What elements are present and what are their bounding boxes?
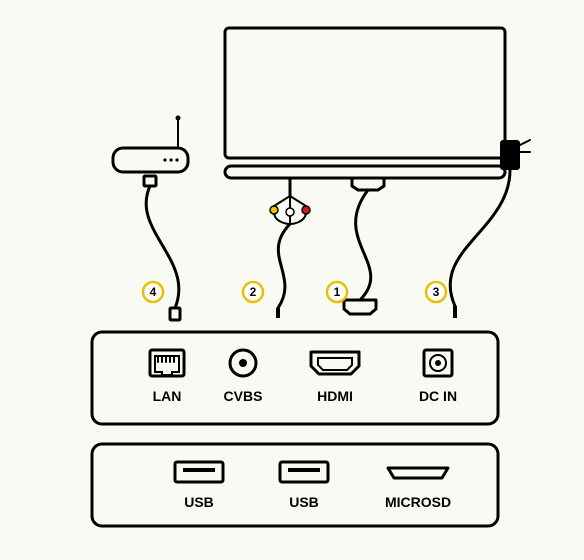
svg-text:3: 3 — [433, 285, 440, 299]
svg-text:1: 1 — [334, 285, 341, 299]
badge-3: 3 — [426, 282, 446, 302]
router-icon — [113, 116, 188, 173]
badge-2: 2 — [243, 282, 263, 302]
back-panel — [92, 332, 498, 424]
cvbs-port-icon — [230, 350, 256, 376]
power-adapter-icon — [500, 140, 530, 170]
hdmi-cable — [344, 178, 384, 314]
front-panel — [92, 444, 498, 526]
usb2-label: USB — [289, 494, 319, 510]
svg-text:4: 4 — [150, 285, 157, 299]
cvbs-label: CVBS — [224, 388, 263, 404]
badge-1: 1 — [327, 282, 347, 302]
microsd-label: MICROSD — [385, 494, 451, 510]
badge-4: 4 — [143, 282, 163, 302]
lan-label: LAN — [153, 388, 182, 404]
dcin-port-icon — [424, 350, 452, 376]
tv-stand — [225, 166, 505, 178]
dcin-label: DC IN — [419, 388, 457, 404]
hdmi-label: HDMI — [317, 388, 353, 404]
cvbs-cable — [270, 178, 310, 318]
svg-text:2: 2 — [250, 285, 257, 299]
usb1-port-icon — [175, 462, 223, 482]
microsd-port-icon — [388, 468, 448, 478]
lan-port-icon — [150, 350, 184, 376]
usb2-port-icon — [280, 462, 328, 482]
power-cable — [450, 170, 510, 318]
tv-screen — [225, 28, 505, 158]
hdmi-port-icon — [311, 352, 359, 374]
usb1-label: USB — [184, 494, 214, 510]
